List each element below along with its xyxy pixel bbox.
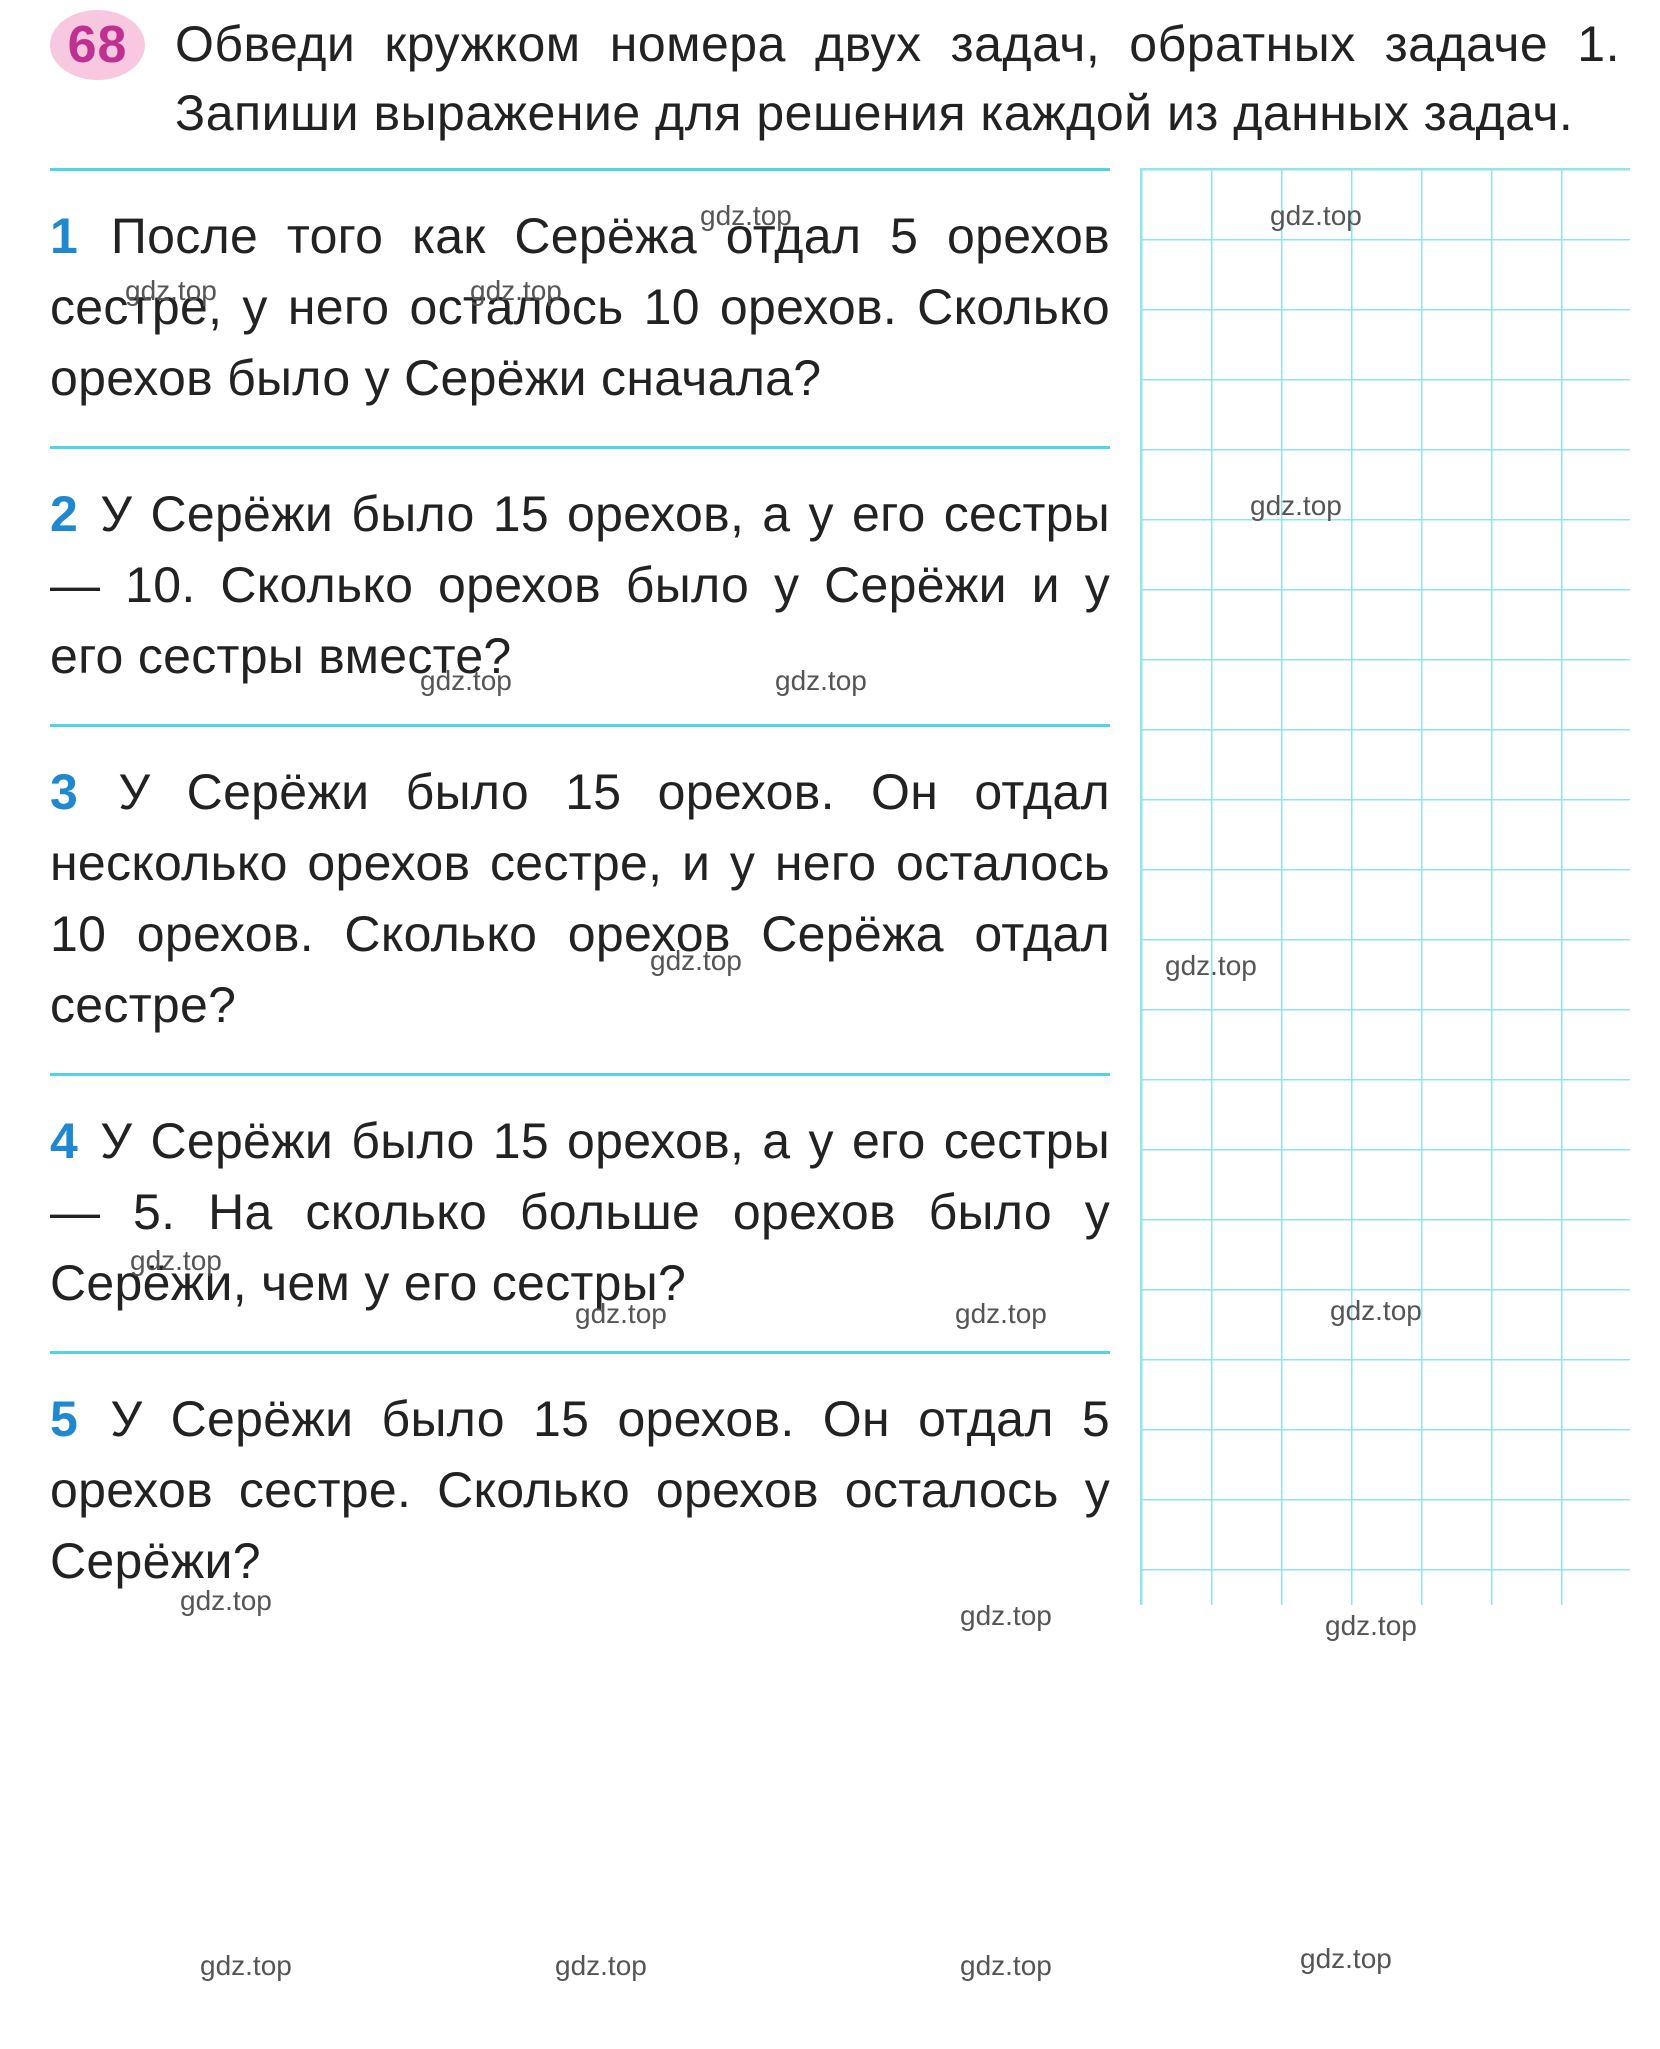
problem-item: 1 После того как Серёжа отдал 5 орехов с…: [50, 168, 1110, 446]
answer-grid[interactable]: [1140, 168, 1630, 1605]
content-row: 1 После того как Серёжа отдал 5 орехов с…: [0, 168, 1660, 1605]
problem-text: У Серёжи было 15 орехов, а у его сестры …: [50, 486, 1110, 684]
exercise-instruction: Обведи кружком номера двух задач, обратн…: [175, 10, 1620, 148]
answer-grid-column: [1130, 168, 1630, 1605]
problem-number[interactable]: 4: [50, 1113, 78, 1169]
problem-number[interactable]: 1: [50, 208, 78, 264]
watermark: gdz.top: [200, 1950, 292, 1982]
problem-number[interactable]: 5: [50, 1391, 78, 1447]
watermark: gdz.top: [555, 1950, 647, 1982]
problem-item: 4 У Серёжи было 15 орехов, а у его сестр…: [50, 1073, 1110, 1351]
page: 68 Обведи кружком номера двух задач, обр…: [0, 0, 1660, 1615]
problem-text: После того как Серёжа отдал 5 орехов сес…: [50, 208, 1110, 406]
problems-column: 1 После того как Серёжа отдал 5 орехов с…: [50, 168, 1130, 1605]
exercise-header: 68 Обведи кружком номера двух задач, обр…: [0, 10, 1660, 168]
problem-text: У Серёжи было 15 орехов. Он от­дал 5 оре…: [50, 1391, 1110, 1589]
watermark: gdz.top: [1300, 1943, 1392, 1975]
exercise-number-badge: 68: [50, 10, 145, 80]
problem-item: 5 У Серёжи было 15 орехов. Он от­дал 5 о…: [50, 1351, 1110, 1605]
problem-item: 2 У Серёжи было 15 орехов, а у его сестр…: [50, 446, 1110, 724]
problem-item: 3 У Серёжи было 15 орехов. Он от­дал нес…: [50, 724, 1110, 1073]
watermark: gdz.top: [1325, 1610, 1417, 1642]
problem-number[interactable]: 3: [50, 764, 78, 820]
problem-text: У Серёжи было 15 орехов. Он от­дал неско…: [50, 764, 1110, 1033]
problem-text: У Серёжи было 15 орехов, а у его сестры …: [50, 1113, 1110, 1311]
problem-number[interactable]: 2: [50, 486, 78, 542]
watermark: gdz.top: [960, 1950, 1052, 1982]
